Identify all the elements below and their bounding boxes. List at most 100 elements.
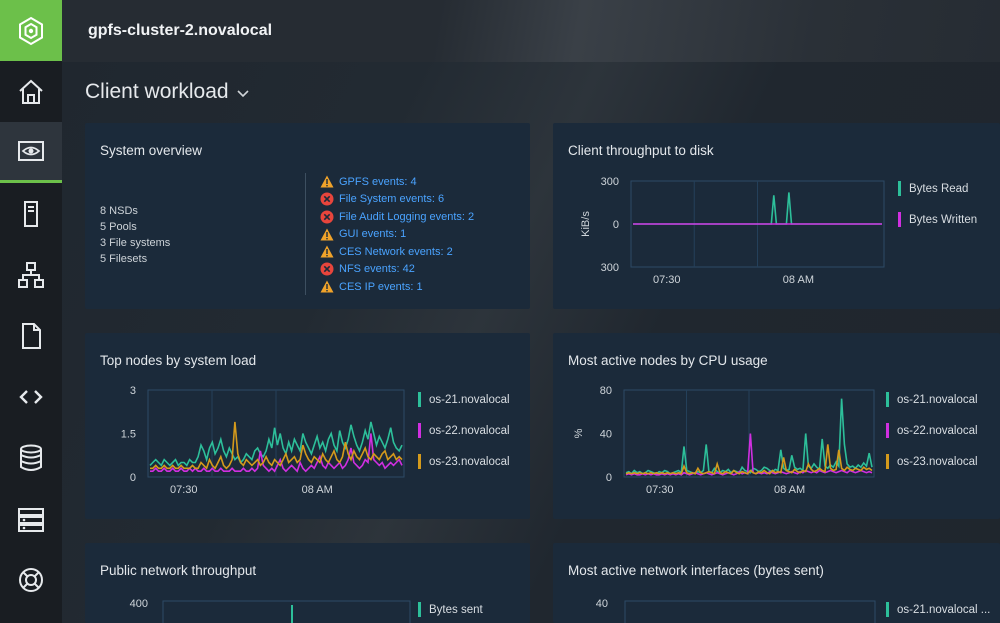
event-link[interactable]: GPFS events: 4 — [320, 173, 474, 191]
series-line — [150, 421, 403, 470]
nav-home[interactable] — [0, 61, 62, 122]
nav-hardware[interactable] — [0, 488, 62, 549]
throughput-chart[interactable]: 300 0 300 07:30 08 AM KiB/s — [553, 123, 1000, 309]
event-link[interactable]: GUI events: 1 — [320, 226, 474, 244]
stat-filesets[interactable]: 5 Filesets — [100, 253, 148, 265]
warning-icon — [320, 245, 334, 259]
y-tick-label: 300 — [601, 262, 619, 274]
nav-support[interactable] — [0, 549, 62, 610]
y-tick-label: 40 — [600, 429, 612, 441]
nav-nodes[interactable] — [0, 183, 62, 244]
series-line — [625, 444, 873, 475]
storage-rack-icon — [18, 507, 44, 532]
event-label: GUI events: 1 — [339, 228, 407, 241]
stat-nsds[interactable]: 8 NSDs — [100, 205, 138, 217]
legend-item-os-21[interactable]: os-21.novalocal ... — [886, 594, 990, 623]
system-load-chart[interactable]: 3 1.5 0 07:30 08 AM — [85, 333, 530, 519]
event-label: NFS events: 42 — [339, 263, 415, 276]
code-icon — [19, 389, 43, 404]
event-link[interactable]: File System events: 6 — [320, 191, 474, 209]
chart-legend: os-21.novalocal os-22.novalocal os-23.no… — [886, 384, 978, 477]
card-title: Public network throughput — [100, 563, 257, 578]
legend-item-os-23[interactable]: os-23.novalocal — [418, 446, 510, 477]
client-throughput-card: Client throughput to disk 300 0 300 07:30 08… — [553, 123, 1000, 309]
network-interfaces-card: Most active network interfaces (bytes se… — [553, 543, 1000, 623]
plot-area — [162, 600, 411, 623]
chart-legend: Bytes Read Bytes Written — [898, 173, 977, 235]
error-icon — [320, 262, 334, 276]
event-label: File System events: 6 — [339, 193, 445, 206]
network-topology-icon — [18, 261, 44, 288]
help-lifebuoy-icon — [19, 567, 43, 592]
event-label: GPFS events: 4 — [339, 175, 417, 188]
nav-storage[interactable] — [0, 427, 62, 488]
top-bar: gpfs-cluster-2.novalocal — [62, 0, 1000, 62]
series-line — [150, 433, 403, 473]
event-link[interactable]: CES IP events: 1 — [320, 278, 474, 296]
legend-item-bytes-written[interactable]: Bytes Written — [898, 204, 977, 235]
legend-item-bytes-sent[interactable]: Bytes sent — [418, 594, 483, 623]
x-tick-label: 08 AM — [774, 484, 805, 496]
cluster-name[interactable]: gpfs-cluster-2.novalocal — [88, 22, 273, 39]
x-tick-label: 08 AM — [302, 484, 333, 496]
stat-filesystems[interactable]: 3 File systems — [100, 237, 171, 249]
legend-item-os-21[interactable]: os-21.novalocal — [886, 384, 978, 415]
y-tick-label: 1.5 — [121, 429, 136, 441]
server-icon — [24, 200, 38, 227]
stat-pools[interactable]: 5 Pools — [100, 221, 137, 233]
legend-item-os-23[interactable]: os-23.novalocal — [886, 446, 978, 477]
y-tick-label: 80 — [600, 385, 612, 397]
network-interfaces-chart[interactable]: 40 — [553, 543, 1000, 623]
x-tick-label: 07:30 — [653, 274, 681, 286]
x-tick-label: 07:30 — [646, 484, 674, 496]
overview-stats: 8 NSDs 5 Pools 3 File systems 5 Filesets — [100, 203, 170, 267]
y-tick-label: 300 — [601, 176, 619, 188]
nav-monitoring[interactable] — [0, 122, 62, 183]
nav-protocols[interactable] — [0, 366, 62, 427]
nav-network[interactable] — [0, 244, 62, 305]
warning-icon — [320, 227, 334, 241]
file-icon — [22, 322, 41, 349]
y-tick-label: 3 — [130, 385, 136, 397]
nav-files[interactable] — [0, 305, 62, 366]
chart-legend: os-21.novalocal ... — [886, 594, 990, 623]
chevron-down-icon — [237, 85, 249, 101]
x-tick-label: 08 AM — [783, 274, 814, 286]
plot-area — [624, 600, 876, 623]
cpu-usage-card: Most active nodes by CPU usage 80 40 0 07:3… — [553, 333, 1000, 519]
page-title: Client workload — [85, 80, 229, 103]
sidebar — [0, 0, 62, 623]
event-link[interactable]: File Audit Logging events: 2 — [320, 208, 474, 226]
events-list: GPFS events: 4 File System events: 6 File … — [320, 173, 474, 296]
database-icon — [20, 444, 42, 471]
event-link[interactable]: NFS events: 42 — [320, 261, 474, 279]
card-title: Client throughput to disk — [568, 143, 714, 158]
legend-item-bytes-read[interactable]: Bytes Read — [898, 173, 977, 204]
y-axis-label: KiB/s — [580, 211, 592, 237]
y-tick-label: 0 — [606, 472, 612, 484]
logo-hexagon-icon — [19, 16, 43, 45]
cpu-usage-chart[interactable]: 80 40 0 07:30 08 AM% — [553, 333, 1000, 519]
warning-icon — [320, 280, 334, 294]
monitoring-icon — [18, 141, 44, 161]
legend-item-os-22[interactable]: os-22.novalocal — [886, 415, 978, 446]
event-link[interactable]: CES Network events: 2 — [320, 243, 474, 261]
legend-item-os-21[interactable]: os-21.novalocal — [418, 384, 510, 415]
x-tick-label: 07:30 — [170, 484, 198, 496]
event-label: CES IP events: 1 — [339, 280, 423, 293]
y-axis-label: % — [573, 428, 585, 438]
card-title: Top nodes by system load — [100, 353, 257, 368]
error-icon — [320, 192, 334, 206]
network-chart[interactable]: 400 — [85, 543, 530, 623]
dashboard-selector[interactable]: Client workload — [85, 80, 249, 104]
event-label: CES Network events: 2 — [339, 245, 453, 258]
app-logo-icon[interactable] — [0, 0, 62, 61]
card-title: Most active network interfaces (bytes se… — [568, 563, 824, 578]
y-tick-label: 0 — [130, 472, 136, 484]
system-overview-card: System overview 8 NSDs 5 Pools 3 File sy… — [85, 123, 530, 309]
y-tick: 400 — [130, 598, 148, 610]
divider — [305, 173, 306, 295]
event-label: File Audit Logging events: 2 — [339, 210, 475, 223]
legend-item-os-22[interactable]: os-22.novalocal — [418, 415, 510, 446]
warning-icon — [320, 175, 334, 189]
